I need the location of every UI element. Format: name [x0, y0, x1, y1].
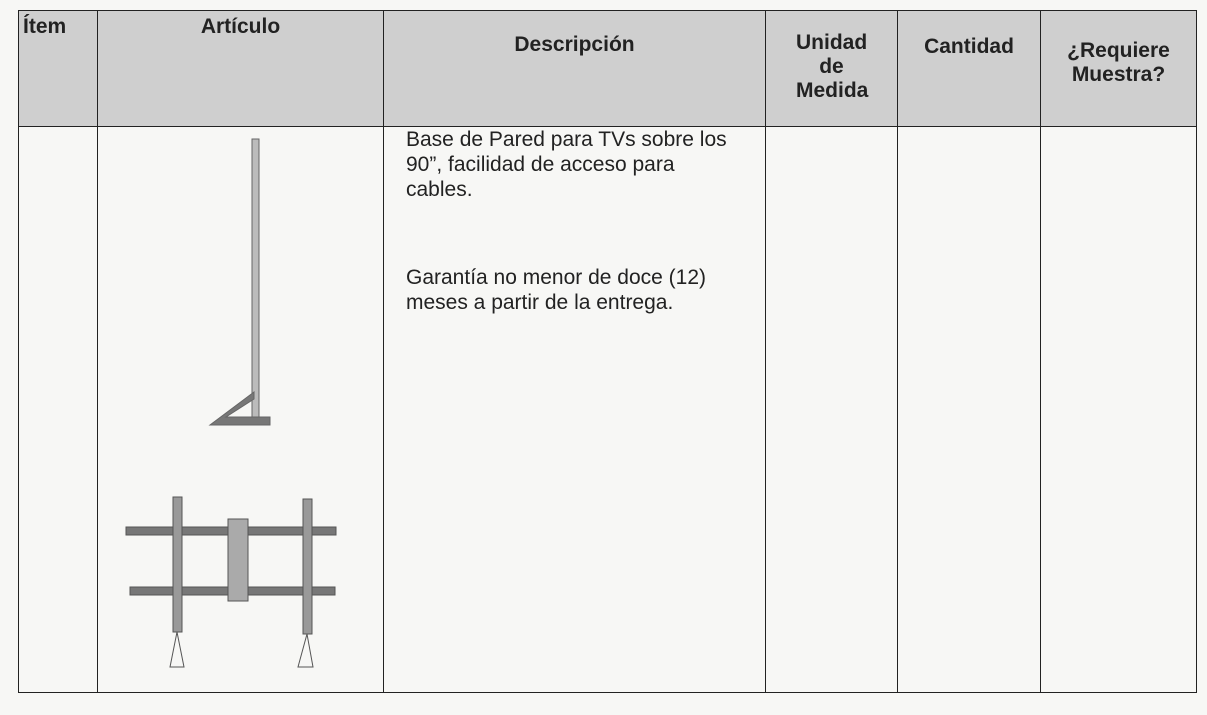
header-cell: ¿Requiere Muestra?: [1040, 10, 1197, 127]
header-cell: Artículo: [97, 10, 384, 127]
mount-image: [125, 496, 337, 668]
description-text: Base de Pared para TVs sobre los 90”, fa…: [406, 128, 727, 201]
sample-cell: [1040, 126, 1197, 693]
stand-image: [208, 138, 271, 426]
unit-cell: [765, 126, 898, 693]
body-row: Base de Pared para TVs sobre los 90”, fa…: [18, 126, 1197, 693]
header-cell: Unidad de Medida: [765, 10, 898, 127]
header-cell: Descripción: [383, 10, 766, 127]
item-cell: [18, 126, 98, 693]
description-text: Garantía no menor de doce (12) meses a p…: [406, 266, 707, 314]
header-cell: Ítem: [18, 10, 98, 127]
article-cell: [97, 126, 384, 693]
spec-table: Ítem Artículo Descripción Unidad de Medi…: [18, 10, 1197, 693]
quantity-cell: [897, 126, 1041, 693]
product-images: [125, 138, 337, 668]
description-cell: Base de Pared para TVs sobre los 90”, fa…: [383, 126, 766, 693]
header-row: Ítem Artículo Descripción Unidad de Medi…: [18, 10, 1197, 127]
header-cell: Cantidad: [897, 10, 1041, 127]
